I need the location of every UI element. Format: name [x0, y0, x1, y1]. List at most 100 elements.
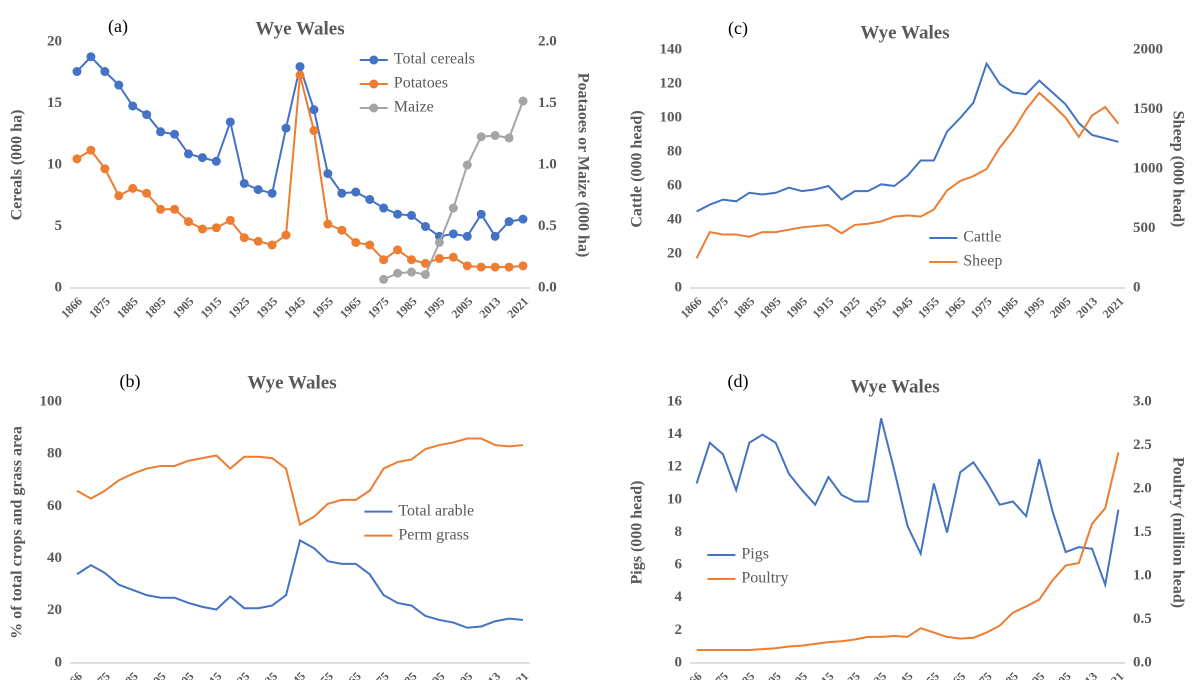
point	[434, 237, 444, 247]
point	[393, 245, 403, 255]
x-tick-label: 1995	[421, 294, 448, 321]
y-tick-label: 140	[660, 41, 683, 57]
x-tick-label: 2013	[476, 294, 503, 321]
point	[476, 262, 486, 272]
y2-tick-label: 1000	[1133, 160, 1163, 176]
point	[504, 133, 514, 143]
y-tick-label: 2	[675, 622, 683, 638]
legend-label: Total cereals	[394, 51, 475, 68]
legend-marker	[369, 79, 379, 89]
point	[100, 67, 110, 77]
legend-marker	[369, 55, 379, 65]
point	[170, 204, 180, 214]
point	[448, 252, 458, 262]
x-tick-label: 1875	[704, 294, 731, 321]
y2-tick-label: 1500	[1133, 101, 1163, 117]
point	[407, 210, 417, 220]
point	[295, 70, 305, 80]
point	[448, 203, 458, 213]
x-tick-label: 1985	[393, 294, 420, 321]
x-tick-label: 1875	[86, 669, 113, 680]
point	[365, 240, 375, 250]
x-tick-label: 1875	[86, 294, 113, 321]
y2-tick-label: 2000	[1133, 41, 1163, 57]
y-axis-label: Cereals (000 ha)	[9, 110, 26, 221]
series-line	[383, 100, 524, 281]
x-tick-label: 1985	[393, 669, 420, 680]
legend-marker	[369, 103, 379, 113]
x-tick-label: 1975	[365, 669, 392, 680]
y2-tick-label: 500	[1133, 220, 1156, 236]
point	[420, 222, 430, 231]
point	[490, 262, 500, 272]
point	[267, 188, 277, 198]
point	[476, 132, 486, 142]
x-tick-label: 1955	[309, 669, 336, 680]
point	[448, 229, 458, 239]
point	[183, 149, 193, 159]
x-tick-label: 1866	[58, 669, 85, 680]
x-tick-label: 1975	[968, 294, 995, 321]
y-tick-label: 0	[675, 654, 683, 670]
y-tick-label: 4	[675, 589, 683, 605]
x-tick-label: 1935	[253, 294, 280, 321]
y-tick-label: 20	[47, 33, 62, 49]
point	[156, 204, 166, 214]
point	[518, 96, 528, 106]
x-tick-label: 1975	[365, 294, 392, 321]
x-tick-label: 1885	[114, 669, 141, 680]
point	[420, 269, 430, 279]
point	[504, 262, 514, 272]
legend-label: Potatoes	[394, 75, 448, 92]
chart-title: Wye Wales	[850, 376, 939, 397]
point	[72, 67, 82, 77]
y2-axis-label: Poultry (million head)	[1169, 457, 1186, 608]
x-tick-label: 1915	[198, 294, 225, 321]
point	[393, 209, 403, 219]
y2-tick-label: 1.0	[538, 156, 557, 172]
x-tick-label: 1995	[421, 669, 448, 680]
point	[253, 236, 263, 246]
x-tick-label: 2013	[1073, 294, 1100, 321]
y-tick-label: 5	[55, 218, 63, 234]
point	[490, 231, 500, 241]
panel-label: (b)	[120, 371, 141, 392]
legend-label: Sheep	[963, 253, 1002, 270]
x-tick-label: 1985	[994, 669, 1021, 680]
x-tick-label: 1965	[337, 669, 364, 680]
x-tick-label: 1925	[836, 669, 863, 680]
x-tick-label: 1875	[704, 669, 731, 680]
point	[72, 154, 82, 164]
point	[518, 261, 528, 271]
chart-title: Wye Wales	[860, 22, 949, 43]
point	[393, 268, 403, 278]
point	[197, 153, 207, 163]
y-axis-label: Cattle (000 head)	[629, 110, 646, 227]
x-tick-label: 1995	[1021, 294, 1048, 321]
y2-tick-label: 0	[1133, 279, 1141, 295]
point	[462, 261, 472, 271]
y2-axis-label: Sheep (000 head)	[1169, 111, 1186, 227]
series-line	[76, 437, 524, 527]
y-axis-label: % of total crops and grass area	[9, 426, 26, 639]
point	[156, 127, 166, 137]
x-tick-label: 2005	[448, 669, 475, 680]
point	[504, 217, 514, 227]
x-tick-label: 1905	[783, 669, 810, 680]
point	[281, 123, 291, 133]
x-tick-label: 1955	[915, 294, 942, 321]
point	[462, 231, 472, 241]
point	[379, 203, 389, 213]
point	[420, 258, 430, 268]
y-tick-label: 60	[667, 177, 682, 193]
x-tick-label: 1905	[170, 669, 197, 680]
x-tick-label: 1905	[783, 294, 810, 321]
point	[379, 274, 389, 284]
x-tick-label: 1945	[281, 294, 308, 321]
chart-title: Wye Wales	[247, 372, 336, 393]
point	[434, 253, 444, 263]
y-tick-label: 20	[47, 602, 62, 618]
y-tick-label: 12	[667, 459, 682, 475]
point	[239, 233, 249, 243]
